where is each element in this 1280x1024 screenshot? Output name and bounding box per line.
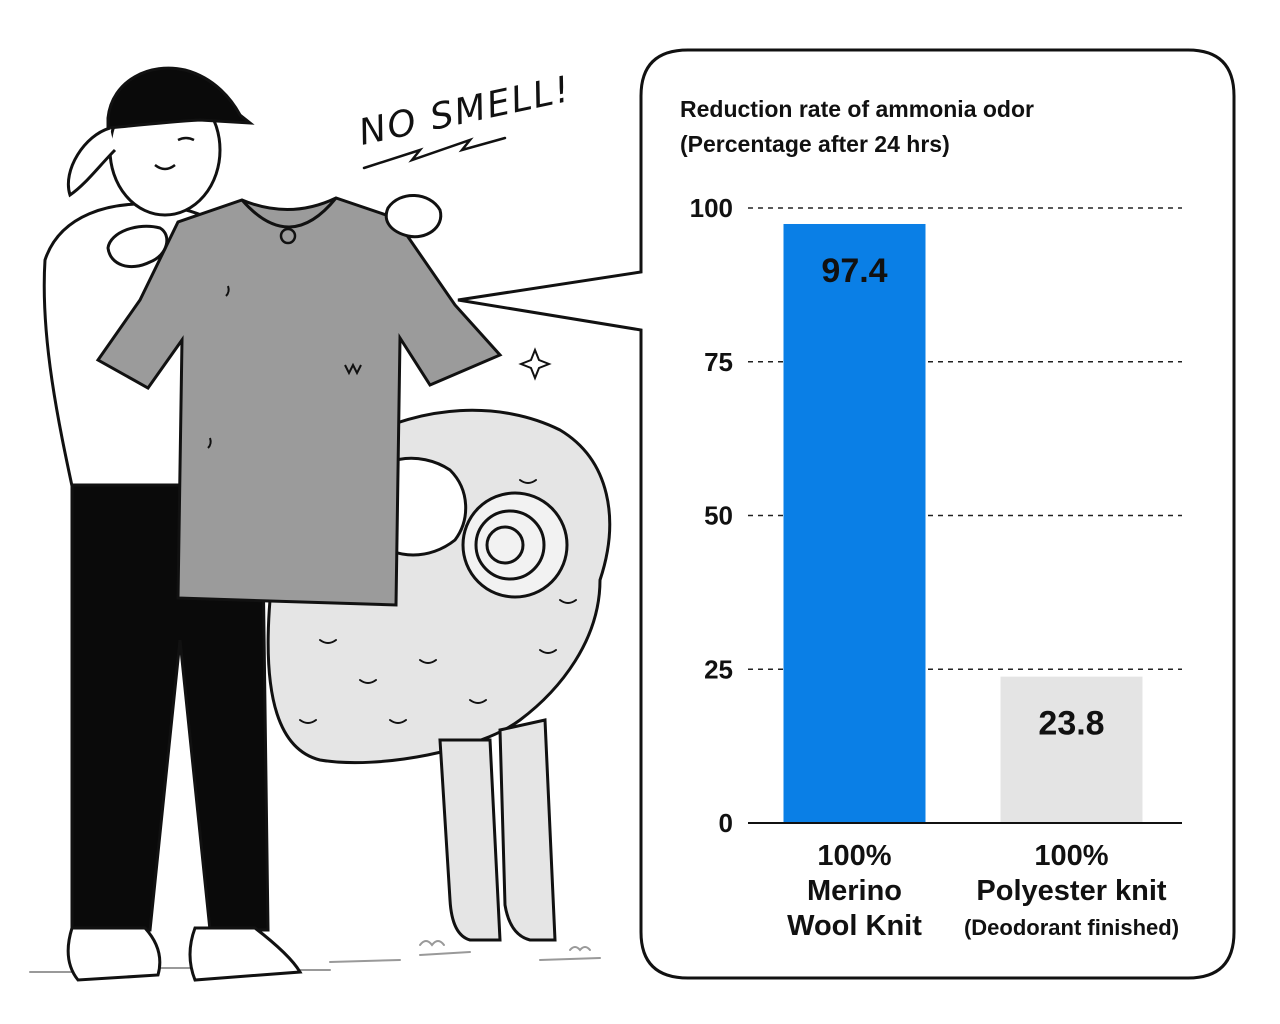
chart-title-line-1: Reduction rate of ammonia odor <box>680 96 1034 122</box>
chart-title-line-2: (Percentage after 24 hrs) <box>680 131 950 157</box>
t-shirt <box>95 196 503 607</box>
category-label: Merino <box>807 875 902 907</box>
bar-value-label: 23.8 <box>1038 705 1104 743</box>
sheep-horn <box>461 491 569 599</box>
y-axis-ticks: 0 25 50 75 100 <box>690 193 733 838</box>
y-tick-label: 0 <box>719 808 733 838</box>
y-tick-label: 75 <box>704 347 733 377</box>
cap-icon <box>106 66 255 130</box>
sparkle-icon <box>518 347 552 381</box>
zigzag-underline <box>362 136 507 170</box>
y-tick-label: 50 <box>704 501 733 531</box>
category-label: Polyester knit <box>976 875 1167 907</box>
bar-value-label: 97.4 <box>821 252 887 290</box>
hands <box>106 194 443 268</box>
category-label: 100% <box>817 840 891 872</box>
person-ponytail <box>67 126 117 198</box>
y-tick-label: 100 <box>690 193 733 223</box>
sheep-leg-back <box>498 718 557 942</box>
person-shoe-left <box>66 926 162 982</box>
category-note: (Deodorant finished) <box>964 915 1179 940</box>
person-shoe-right <box>188 926 303 982</box>
illustration: NO SMELL! <box>29 66 612 982</box>
bars: 97.4 23.8 <box>783 223 1143 824</box>
bar <box>783 223 926 824</box>
category-label: 100% <box>1034 840 1108 872</box>
category-label: Wool Knit <box>787 910 922 942</box>
sheep-leg-front <box>438 738 502 942</box>
y-tick-label: 25 <box>704 654 733 684</box>
bar <box>1000 676 1143 823</box>
